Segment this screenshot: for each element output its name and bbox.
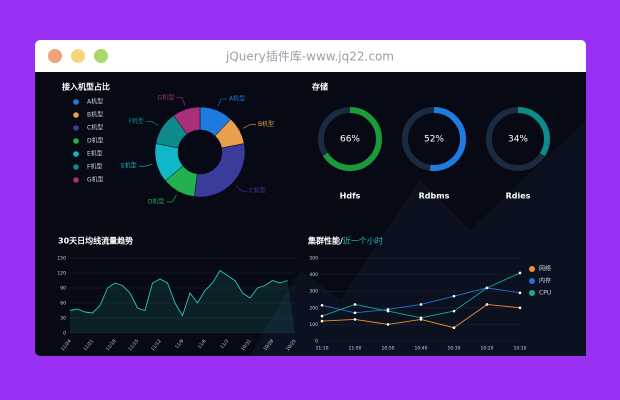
gauge-label: Hdfs <box>340 192 361 201</box>
y-tick-label: 300 <box>309 289 318 295</box>
legend-swatch <box>529 290 535 296</box>
point <box>518 306 522 310</box>
point <box>386 309 390 313</box>
point <box>452 326 456 330</box>
gauge-arc <box>318 107 382 171</box>
segment-label: B机型 <box>258 120 274 128</box>
series-line <box>69 269 288 317</box>
y-tick-label: 150 <box>57 256 66 262</box>
gauge-value: 34% <box>508 135 528 145</box>
legend-label: B机型 <box>87 111 103 119</box>
pie-segment <box>173 106 201 135</box>
chart-title: 接入机型占比 <box>62 82 110 92</box>
pie-segment <box>194 143 246 198</box>
y-tick-label: 400 <box>309 272 318 278</box>
legend-label: E机型 <box>87 150 103 158</box>
legend-swatch <box>73 99 79 105</box>
legend-swatch <box>73 164 79 170</box>
x-tick-label: 10:50 <box>382 346 395 352</box>
y-tick-label: 100 <box>309 322 318 328</box>
window-dot[interactable] <box>71 49 85 63</box>
legend-label: C机型 <box>87 124 103 132</box>
chart-title: 存储 <box>311 82 328 92</box>
window-header <box>35 40 586 72</box>
segment-label: D机型 <box>148 197 165 205</box>
x-tick-label: 10:30 <box>448 346 461 352</box>
legend-label: G机型 <box>87 176 104 184</box>
y-tick-label: 200 <box>309 305 318 311</box>
legend-label: 内存 <box>539 277 551 285</box>
legend-swatch <box>73 151 79 157</box>
gauge-arc <box>402 107 466 171</box>
window-dot[interactable] <box>48 49 62 63</box>
gauge-value: 52% <box>424 135 444 145</box>
x-tick-label: 10:20 <box>481 346 494 352</box>
label-leader <box>176 97 186 106</box>
y-tick-label: 500 <box>309 256 318 262</box>
legend-swatch <box>73 177 79 183</box>
backdrop <box>250 120 586 356</box>
point <box>353 311 357 315</box>
point <box>419 316 423 320</box>
segment-label: G机型 <box>158 93 175 101</box>
legend-label: A机型 <box>87 98 103 106</box>
legend-swatch <box>73 125 79 131</box>
legend-label: D机型 <box>87 137 104 145</box>
label-leader <box>138 163 153 167</box>
segment-label: E机型 <box>121 162 137 170</box>
legend-label: CPU <box>539 290 551 297</box>
gauge-label: Rdbms <box>419 192 450 201</box>
legend-label: 网络 <box>539 265 551 273</box>
point <box>353 303 357 306</box>
legend-swatch <box>73 138 79 144</box>
y-tick-label: 0 <box>63 331 66 337</box>
point <box>518 291 522 295</box>
y-tick-label: 90 <box>60 286 66 292</box>
x-tick-label: 10:40 <box>415 346 428 352</box>
segment-label: F机型 <box>128 117 143 125</box>
gauge-value: 66% <box>340 135 360 145</box>
x-tick-label: 11/9 <box>174 338 185 350</box>
window-dot[interactable] <box>94 49 108 63</box>
window-title: jQuery插件库-www.jq22.com <box>225 49 394 64</box>
segment-label: C机型 <box>250 187 266 195</box>
x-tick-label: 11/6 <box>197 338 208 350</box>
point <box>452 309 456 313</box>
label-leader <box>242 124 256 129</box>
point <box>386 323 390 326</box>
x-tick-label: 11/3 <box>219 338 230 350</box>
point <box>485 303 489 306</box>
point <box>518 271 522 275</box>
x-tick-label: 11:10 <box>316 346 329 352</box>
y-tick-label: 60 <box>60 301 66 307</box>
gauge-arc <box>486 107 550 171</box>
x-tick-label: 11:00 <box>349 346 362 352</box>
point <box>419 303 423 306</box>
point <box>452 294 456 298</box>
point <box>353 318 357 321</box>
label-leader <box>166 194 177 203</box>
label-leader <box>217 98 227 107</box>
chart-title: 30天日均线流量趋势 <box>58 236 133 246</box>
y-tick-label: 120 <box>57 271 66 277</box>
chart-title: 集群性能/ <box>307 236 343 246</box>
segment-label: A机型 <box>229 95 245 103</box>
gauge-label: Rdies <box>506 192 531 201</box>
label-leader <box>235 185 248 192</box>
y-tick-label: 0 <box>315 339 318 345</box>
chart-subtitle: 近一个小时 <box>343 236 383 246</box>
legend-swatch <box>529 278 535 284</box>
x-tick-label: 10:10 <box>514 346 527 352</box>
legend-label: F机型 <box>87 163 102 171</box>
point <box>320 314 324 318</box>
point <box>320 304 324 307</box>
area <box>70 270 295 333</box>
point <box>485 286 489 290</box>
y-tick-label: 30 <box>60 316 66 322</box>
label-leader <box>145 121 159 126</box>
legend-swatch <box>73 112 79 118</box>
point <box>320 319 324 323</box>
legend-swatch <box>529 266 535 272</box>
